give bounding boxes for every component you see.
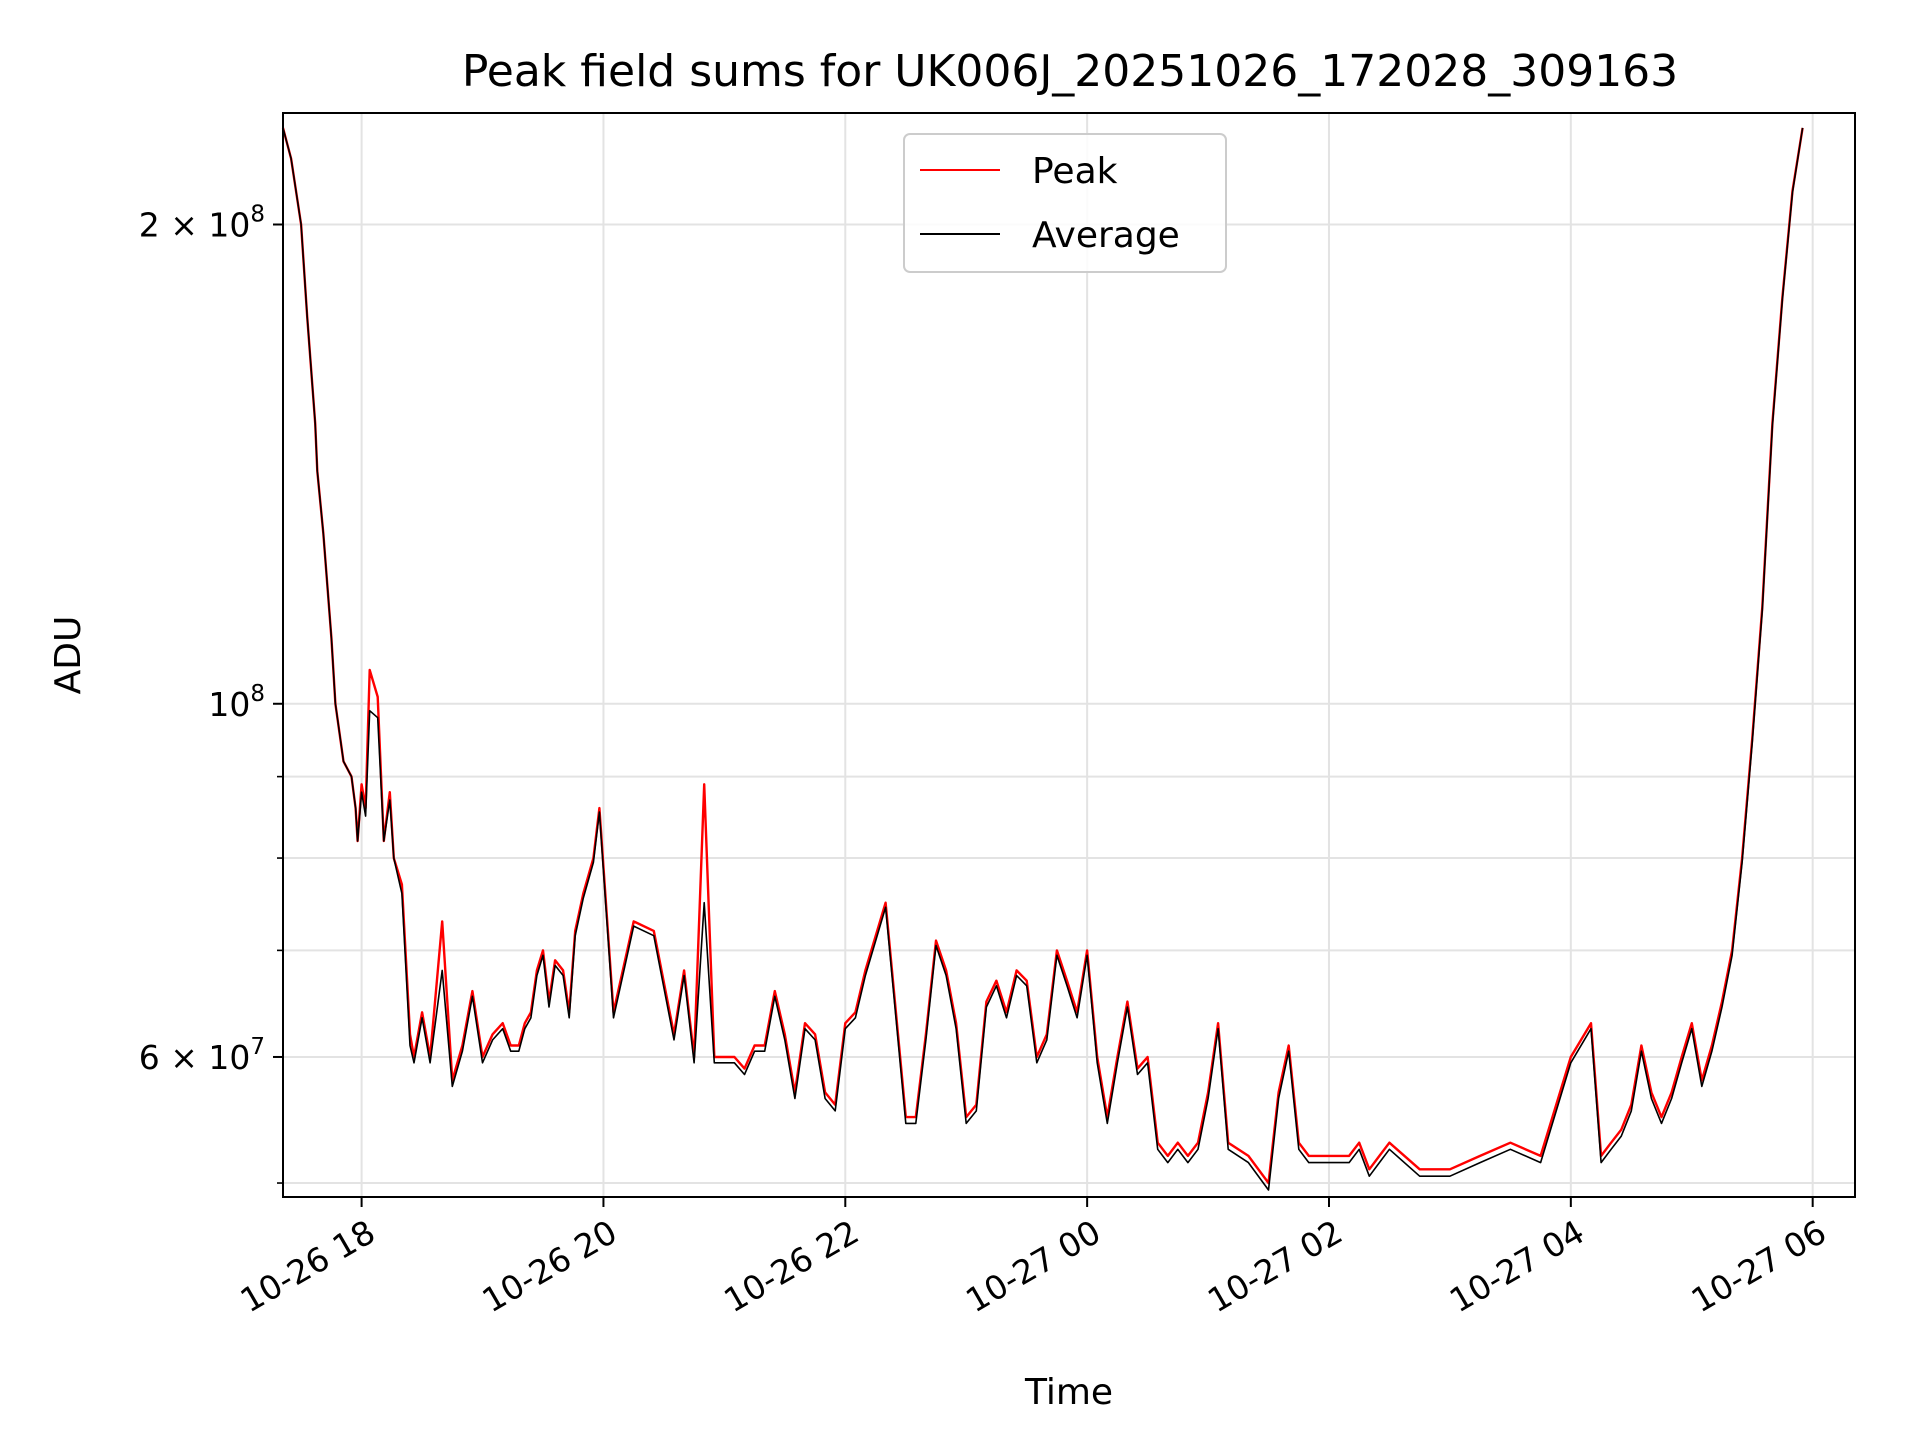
x-tick-label: 10-27 00 — [959, 1212, 1107, 1320]
series-line-peak — [281, 127, 1804, 1185]
y-tick-mantissa: 6 — [139, 1038, 160, 1077]
y-tick-label: 108 — [208, 681, 265, 724]
x-tick-label: 10-26 18 — [234, 1212, 382, 1320]
legend-label-peak: Peak — [1032, 151, 1118, 192]
y-tick-label: 2 × 108 — [139, 202, 265, 245]
legend: Peak Average — [903, 133, 1227, 273]
y-tick-base: 10 — [208, 206, 250, 245]
chart-title: Peak field sums for UK006J_20251026_1720… — [462, 46, 1678, 97]
legend-label-average: Average — [1032, 215, 1180, 256]
x-tick-label: 10-26 20 — [475, 1212, 623, 1320]
series-layer — [281, 127, 1804, 1191]
series-line-average — [282, 127, 1804, 1191]
y-tick-times: × — [160, 206, 209, 245]
grid-lines — [283, 113, 1855, 1197]
legend-box — [903, 133, 1227, 273]
x-tick-label: 10-27 06 — [1685, 1212, 1833, 1320]
x-axis-label: Time — [1024, 1372, 1113, 1413]
plot-frame — [282, 112, 1856, 1198]
y-axis-label: ADU — [48, 616, 89, 695]
y-tick-label: 6 × 107 — [139, 1034, 265, 1077]
x-tick-label: 10-27 04 — [1443, 1212, 1591, 1320]
y-tick-exponent: 8 — [250, 681, 265, 707]
y-tick-exponent: 8 — [250, 202, 265, 228]
x-axis: 10-26 18 10-26 20 10-26 22 10-27 00 10-27 02… — [234, 1197, 1833, 1320]
x-tick-label: 10-27 02 — [1201, 1212, 1349, 1320]
y-tick-base: 10 — [208, 685, 250, 724]
y-tick-mantissa: 2 — [139, 206, 160, 245]
y-tick-times: × — [160, 1038, 209, 1077]
y-tick-base: 10 — [208, 1038, 250, 1077]
x-tick-label: 10-26 22 — [717, 1212, 865, 1320]
y-tick-exponent: 7 — [250, 1034, 265, 1060]
